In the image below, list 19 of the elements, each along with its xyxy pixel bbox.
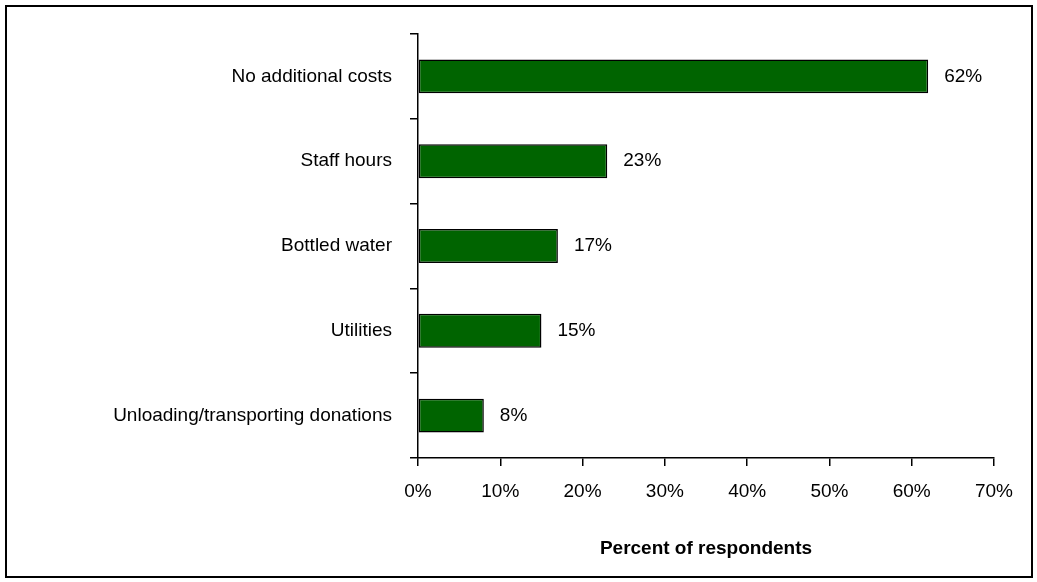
x-tick-label: 10% [481,479,520,501]
data-label: 23% [623,149,662,171]
x-tick-label: 30% [645,479,684,501]
data-label: 17% [573,234,613,256]
y-tick-label: No additional costs [231,64,392,86]
data-label: 15% [557,319,596,341]
x-tick-label: 70% [974,479,1014,501]
x-tick-label: 0% [404,479,432,501]
x-axis-title: Percent of respondents [599,536,813,558]
x-tick-label: 50% [810,479,849,501]
x-tick-label: 60% [892,479,931,501]
data-label: 8% [499,403,528,425]
x-tick-label: 20% [563,479,602,501]
x-tick-label: 40% [728,479,767,501]
y-tick-label: Bottled water [281,234,393,256]
y-tick-label: Unloading/transporting donations [113,403,392,425]
data-label: 62% [944,64,983,86]
y-tick-label: Utilities [330,319,392,341]
y-tick-label: Staff hours [300,149,392,171]
